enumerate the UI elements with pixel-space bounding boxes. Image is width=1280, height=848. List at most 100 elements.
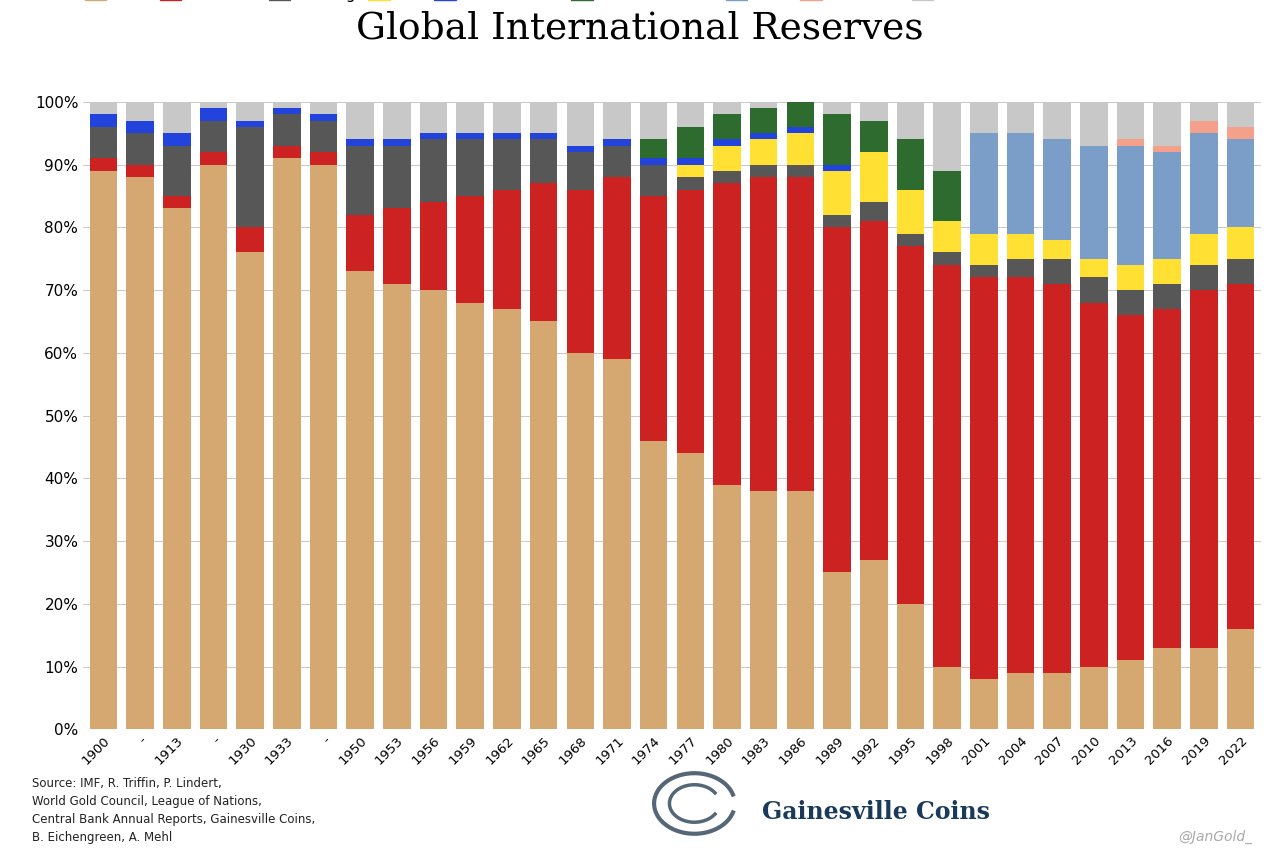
Bar bbox=[1153, 102, 1181, 146]
Bar bbox=[787, 491, 814, 729]
Bar bbox=[970, 679, 997, 729]
Bar bbox=[640, 139, 667, 159]
Bar bbox=[1190, 265, 1217, 290]
Bar bbox=[1190, 102, 1217, 120]
Bar bbox=[750, 491, 777, 729]
Bar bbox=[1117, 661, 1144, 729]
Bar bbox=[823, 170, 851, 215]
Bar bbox=[420, 139, 447, 202]
Bar bbox=[933, 102, 961, 170]
Bar bbox=[493, 139, 521, 190]
Bar bbox=[273, 102, 301, 108]
Bar bbox=[823, 215, 851, 227]
Bar bbox=[677, 165, 704, 177]
Bar bbox=[1153, 152, 1181, 259]
Bar bbox=[1117, 265, 1144, 290]
Bar bbox=[1117, 139, 1144, 146]
Bar bbox=[897, 604, 924, 729]
Bar bbox=[383, 209, 411, 284]
Bar bbox=[1153, 309, 1181, 648]
Bar bbox=[1190, 120, 1217, 133]
Bar bbox=[750, 108, 777, 133]
Bar bbox=[1007, 233, 1034, 259]
Bar bbox=[860, 120, 887, 152]
Bar bbox=[163, 146, 191, 196]
Bar bbox=[860, 152, 887, 202]
Bar bbox=[1226, 284, 1254, 629]
Bar bbox=[273, 114, 301, 146]
Bar bbox=[1080, 259, 1107, 277]
Bar bbox=[1043, 672, 1071, 729]
Bar bbox=[1043, 284, 1071, 672]
Bar bbox=[1007, 259, 1034, 277]
Bar bbox=[1007, 102, 1034, 133]
Bar bbox=[677, 177, 704, 190]
Bar bbox=[493, 309, 521, 729]
Bar bbox=[383, 102, 411, 139]
Bar bbox=[677, 453, 704, 729]
Bar bbox=[90, 114, 118, 127]
Bar bbox=[933, 667, 961, 729]
Bar bbox=[530, 133, 557, 139]
Bar bbox=[860, 202, 887, 221]
Bar bbox=[897, 246, 924, 604]
Bar bbox=[1117, 146, 1144, 265]
Bar bbox=[530, 102, 557, 133]
Bar bbox=[383, 139, 411, 146]
Bar bbox=[493, 102, 521, 133]
Bar bbox=[823, 227, 851, 572]
Bar bbox=[383, 146, 411, 209]
Bar bbox=[640, 196, 667, 441]
Bar bbox=[493, 190, 521, 309]
Bar bbox=[640, 165, 667, 196]
Bar bbox=[90, 159, 118, 170]
Bar bbox=[567, 353, 594, 729]
Bar bbox=[310, 120, 337, 152]
Bar bbox=[530, 321, 557, 729]
Bar bbox=[493, 133, 521, 139]
Bar bbox=[163, 209, 191, 729]
Bar bbox=[1153, 648, 1181, 729]
Bar bbox=[750, 102, 777, 108]
Bar bbox=[1043, 240, 1071, 259]
Bar bbox=[1190, 290, 1217, 648]
Bar bbox=[750, 165, 777, 177]
Text: Global International Reserves: Global International Reserves bbox=[356, 11, 924, 47]
Bar bbox=[310, 165, 337, 729]
Bar bbox=[933, 170, 961, 221]
Bar bbox=[823, 165, 851, 170]
Bar bbox=[677, 127, 704, 159]
Bar bbox=[457, 102, 484, 133]
Bar bbox=[897, 139, 924, 190]
Bar bbox=[163, 102, 191, 133]
Bar bbox=[1043, 102, 1071, 139]
Bar bbox=[383, 284, 411, 729]
Bar bbox=[787, 127, 814, 133]
Bar bbox=[567, 146, 594, 152]
Bar bbox=[310, 102, 337, 114]
Bar bbox=[1043, 139, 1071, 240]
Bar bbox=[530, 183, 557, 321]
Text: Gainesville Coins: Gainesville Coins bbox=[762, 801, 989, 824]
Bar bbox=[237, 127, 264, 227]
Bar bbox=[1226, 139, 1254, 227]
Bar bbox=[90, 127, 118, 159]
Bar bbox=[420, 133, 447, 139]
Bar bbox=[713, 170, 741, 183]
Bar bbox=[787, 133, 814, 165]
Bar bbox=[1007, 133, 1034, 233]
Bar bbox=[860, 560, 887, 729]
Bar bbox=[237, 253, 264, 729]
Bar bbox=[603, 139, 631, 146]
Bar bbox=[273, 159, 301, 729]
Bar bbox=[567, 152, 594, 190]
Bar bbox=[1226, 102, 1254, 127]
Bar bbox=[1117, 102, 1144, 139]
Bar bbox=[347, 271, 374, 729]
Bar bbox=[1007, 277, 1034, 672]
Bar bbox=[273, 108, 301, 114]
Legend: Gold, US dollar, Sterling, Yen, French Franc, Deutsche Mark, Euro, Renminbi, Oth: Gold, US dollar, Sterling, Yen, French F… bbox=[84, 0, 983, 2]
Bar bbox=[127, 102, 154, 120]
Bar bbox=[787, 177, 814, 491]
Bar bbox=[1080, 146, 1107, 259]
